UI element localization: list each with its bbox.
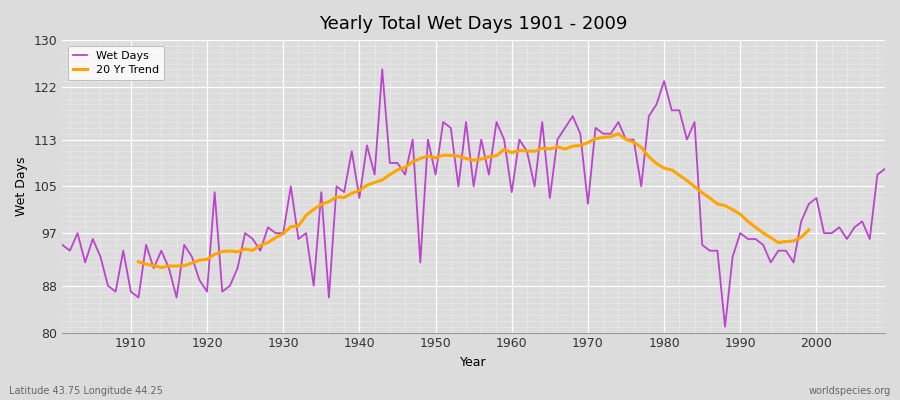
Wet Days [879, 166, 890, 171]
20 Yr Trend [285, 224, 296, 229]
Text: worldspecies.org: worldspecies.org [809, 386, 891, 396]
Title: Yearly Total Wet Days 1901 - 2009: Yearly Total Wet Days 1901 - 2009 [320, 15, 628, 33]
Text: Latitude 43.75 Longitude 44.25: Latitude 43.75 Longitude 44.25 [9, 386, 163, 396]
Wet Days [507, 190, 517, 194]
Wet Days [606, 131, 616, 136]
Wet Days [118, 248, 129, 253]
Legend: Wet Days, 20 Yr Trend: Wet Days, 20 Yr Trend [68, 46, 165, 80]
Wet Days [331, 184, 342, 189]
Y-axis label: Wet Days: Wet Days [15, 156, 28, 216]
Wet Days [377, 67, 388, 72]
Wet Days [720, 324, 731, 329]
Line: Wet Days: Wet Days [62, 69, 885, 327]
Wet Days [514, 137, 525, 142]
20 Yr Trend [331, 194, 342, 199]
20 Yr Trend [598, 135, 608, 140]
20 Yr Trend [507, 150, 517, 155]
20 Yr Trend [499, 147, 509, 152]
Line: 20 Yr Trend: 20 Yr Trend [139, 134, 809, 268]
Wet Days [285, 184, 296, 189]
Wet Days [57, 242, 68, 247]
X-axis label: Year: Year [460, 356, 487, 369]
